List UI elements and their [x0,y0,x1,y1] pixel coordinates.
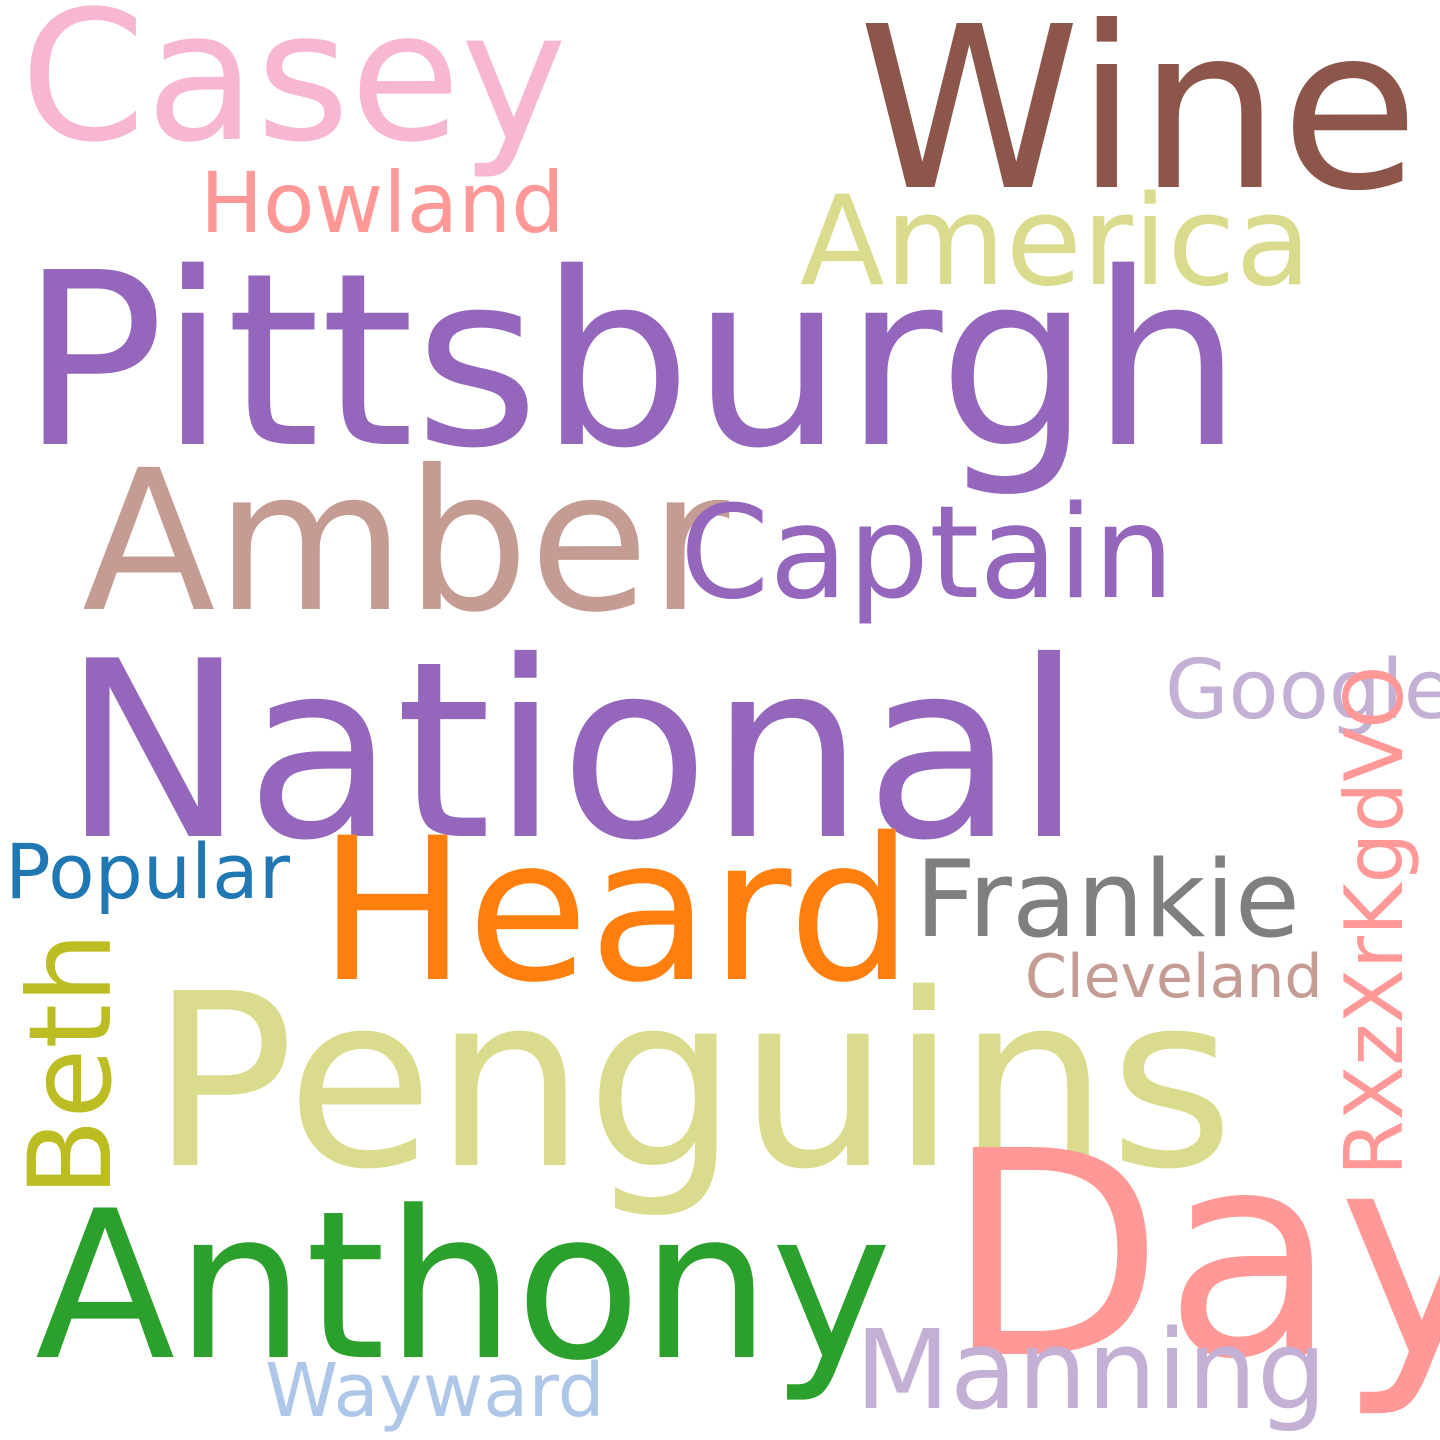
word-manning: Manning [855,1306,1327,1434]
word-anthony: Anthony [35,1168,893,1406]
word-pittsburgh: Pittsburgh [20,221,1243,501]
word-cleveland: Cleveland [1025,942,1323,1012]
word-wayward: Wayward [265,1348,605,1434]
word-day: Day [945,1090,1440,1421]
word-heard: Heard [318,795,914,1026]
word-america: America [800,170,1312,314]
word-wine: Wine [858,0,1420,241]
word-popular: Popular [5,827,290,916]
word-frankie: Frankie [915,838,1301,961]
word-amber: Amber [82,428,730,655]
word-national: National [62,609,1083,894]
word-captain: Captain [680,479,1175,628]
word-howland: Howland [200,154,565,252]
word-google: Google [1165,643,1440,738]
word-penguins: Penguins [150,942,1235,1222]
word-beth: Beth [4,931,137,1197]
word-casey: Casey [20,0,568,182]
